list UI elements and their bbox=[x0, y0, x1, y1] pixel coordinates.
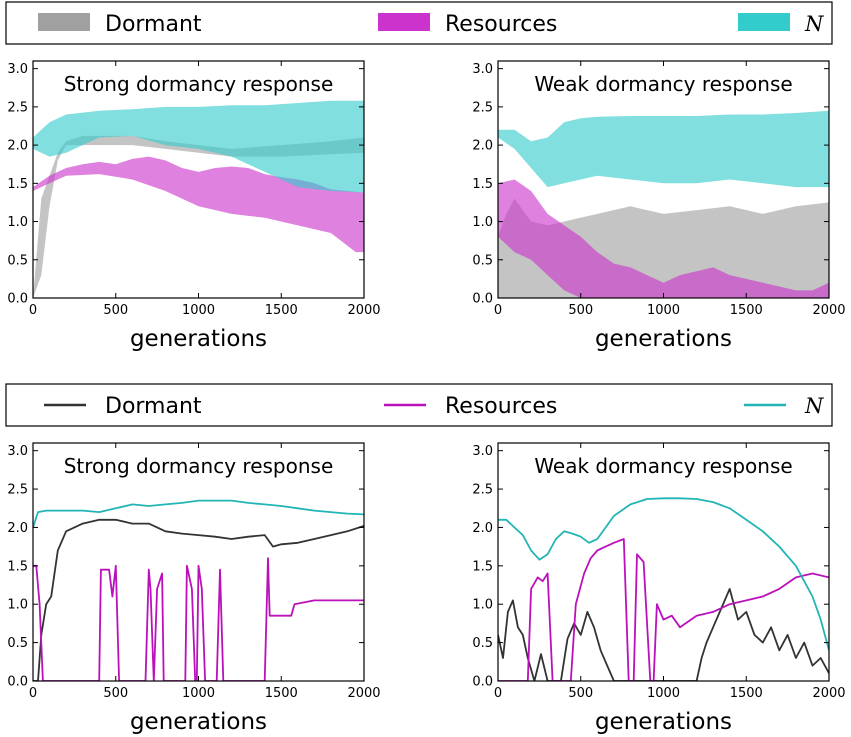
x-tick-label: 1500 bbox=[730, 303, 763, 318]
y-tick-label: 3.0 bbox=[7, 444, 28, 459]
y-tick-label: 2.0 bbox=[7, 521, 28, 536]
y-tick-label: 0.0 bbox=[7, 292, 28, 307]
y-tick-label: 0.5 bbox=[472, 636, 493, 651]
plot-area bbox=[498, 497, 829, 681]
x-tick-label: 1000 bbox=[647, 303, 680, 318]
bottom-legend: Dormant Resources N bbox=[5, 383, 833, 427]
y-tick-label: 0.0 bbox=[472, 292, 493, 307]
y-tick-label: 0.5 bbox=[7, 636, 28, 651]
legend-label-dormant: Dormant bbox=[105, 12, 202, 37]
x-tick-label: 500 bbox=[568, 303, 593, 318]
x-axis-label: generations bbox=[595, 709, 732, 735]
x-tick-label: 1500 bbox=[265, 686, 298, 701]
y-tick-label: 0.5 bbox=[7, 253, 28, 268]
y-tick-label: 3.0 bbox=[7, 62, 28, 77]
line-resources bbox=[33, 557, 364, 681]
panel-top-left: 0.0 0.5 1.0 1.5 2.0 2.5 3.0 0 500 1000 1500 2000 Str… bbox=[7, 60, 381, 352]
x-tick-label: 1000 bbox=[182, 686, 215, 701]
x-tick-label: 2000 bbox=[347, 686, 380, 701]
area-resources bbox=[498, 179, 829, 298]
y-tick-label: 1.5 bbox=[472, 559, 493, 574]
x-tick-label: 0 bbox=[494, 686, 502, 701]
y-tick-label: 2.5 bbox=[7, 483, 28, 498]
panel-top-right: 0.0 0.5 1.0 1.5 2.0 2.5 3.0 0 500 1000 1500 2000 Wea… bbox=[472, 60, 846, 352]
legend-label-resources: Resources bbox=[445, 12, 557, 37]
legend-label-n: N bbox=[804, 12, 824, 36]
y-tick-label: 2.0 bbox=[472, 521, 493, 536]
x-tick-label: 500 bbox=[103, 303, 128, 318]
y-tick-label: 2.0 bbox=[472, 139, 493, 154]
y-tick-label: 1.0 bbox=[472, 215, 493, 230]
y-tick-label: 3.0 bbox=[472, 444, 493, 459]
legend-swatch-dormant-area bbox=[38, 13, 90, 31]
y-tick-label: 2.5 bbox=[472, 100, 493, 115]
x-tick-label: 0 bbox=[494, 303, 502, 318]
panel-title: Weak dormancy response bbox=[534, 72, 792, 96]
x-tick-label: 500 bbox=[568, 686, 593, 701]
panel-title: Strong dormancy response bbox=[64, 72, 334, 96]
x-tick-label: 0 bbox=[29, 303, 37, 318]
y-tick-label: 1.0 bbox=[472, 598, 493, 613]
x-tick-label: 1000 bbox=[647, 686, 680, 701]
legend-label-dormant-line: Dormant bbox=[105, 394, 202, 419]
area-resources bbox=[33, 156, 364, 253]
area-n bbox=[33, 100, 364, 193]
legend-label-n-line: N bbox=[804, 394, 824, 418]
x-axis-label: generations bbox=[595, 326, 732, 352]
line-resources bbox=[498, 538, 829, 681]
x-tick-label: 1500 bbox=[730, 686, 763, 701]
y-tick-label: 2.5 bbox=[472, 483, 493, 498]
line-n bbox=[498, 497, 829, 651]
x-tick-label: 2000 bbox=[347, 303, 380, 318]
y-tick-label: 2.0 bbox=[7, 139, 28, 154]
x-tick-label: 2000 bbox=[812, 303, 845, 318]
x-tick-label: 1500 bbox=[265, 303, 298, 318]
legend-swatch-n-area bbox=[738, 13, 790, 31]
y-tick-label: 1.5 bbox=[472, 177, 493, 192]
y-tick-label: 3.0 bbox=[472, 62, 493, 77]
x-axis-label: generations bbox=[130, 709, 267, 735]
top-legend: Dormant Resources N bbox=[5, 1, 833, 45]
plot-area bbox=[33, 499, 364, 681]
y-tick-label: 0.5 bbox=[472, 253, 493, 268]
line-dormant bbox=[33, 518, 364, 681]
plot-background bbox=[33, 443, 364, 681]
y-tick-label: 1.0 bbox=[7, 215, 28, 230]
plot-background bbox=[498, 443, 829, 681]
y-tick-label: 1.0 bbox=[7, 598, 28, 613]
y-tick-label: 1.5 bbox=[7, 177, 28, 192]
legend-label-resources-line: Resources bbox=[445, 394, 557, 419]
x-tick-label: 500 bbox=[103, 686, 128, 701]
panel-bottom-right: 0.0 0.5 1.0 1.5 2.0 2.5 3.0 0 500 1000 1500 2000 Wea… bbox=[472, 442, 846, 735]
x-axis-label: generations bbox=[130, 326, 267, 352]
x-tick-label: 1000 bbox=[182, 303, 215, 318]
area-n bbox=[498, 110, 829, 188]
x-tick-label: 0 bbox=[29, 686, 37, 701]
panel-title: Weak dormancy response bbox=[534, 454, 792, 478]
plot-area bbox=[498, 110, 829, 298]
y-tick-label: 0.0 bbox=[472, 675, 493, 690]
x-tick-label: 2000 bbox=[812, 686, 845, 701]
panel-title: Strong dormancy response bbox=[64, 454, 334, 478]
panel-bottom-left: 0.0 0.5 1.0 1.5 2.0 2.5 3.0 0 500 1000 1500 2000 Str… bbox=[7, 442, 381, 735]
plot-area bbox=[33, 100, 364, 298]
y-tick-label: 0.0 bbox=[7, 675, 28, 690]
y-tick-label: 1.5 bbox=[7, 559, 28, 574]
line-n bbox=[33, 499, 364, 528]
legend-swatch-resources-area bbox=[378, 13, 430, 31]
y-tick-label: 2.5 bbox=[7, 100, 28, 115]
